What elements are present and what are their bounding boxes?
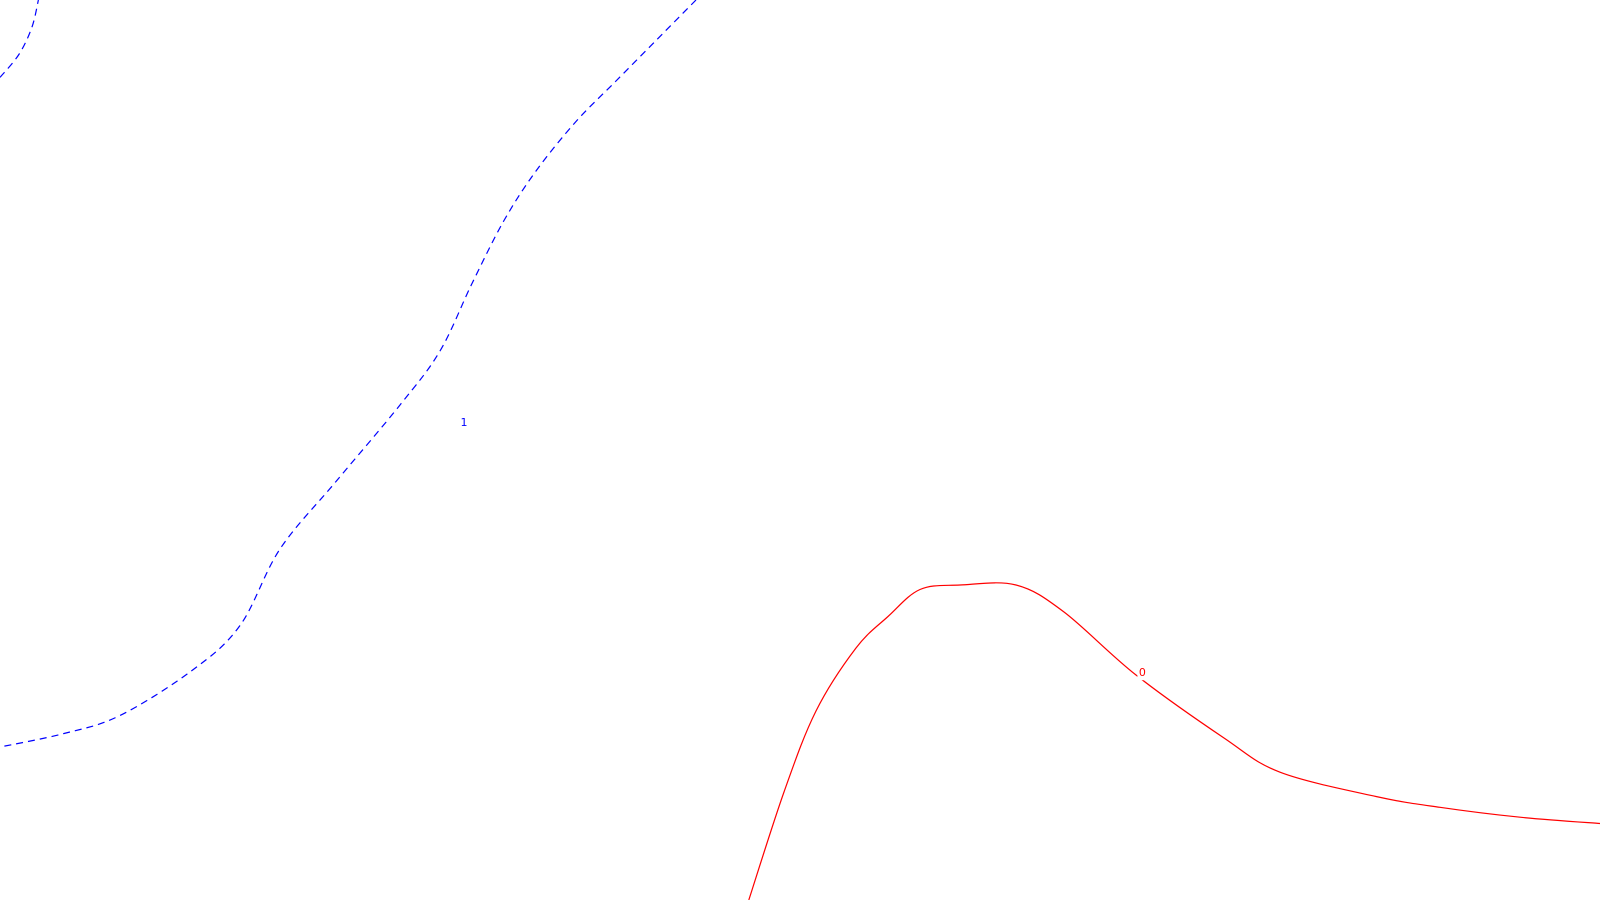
contour-label-background: [1137, 666, 1148, 681]
contour-series-1: 1: [0, 0, 697, 748]
contour-label-1: 1: [461, 416, 468, 429]
contour-label-0: 0: [1139, 666, 1146, 679]
contour-line-1-segment-1: [0, 0, 39, 78]
contour-line-1-segment-2: [0, 0, 697, 748]
contour-line-0-segment-1: [748, 582, 1600, 900]
contour-series-0: 0: [748, 582, 1600, 900]
contour-label-background: [459, 416, 469, 430]
